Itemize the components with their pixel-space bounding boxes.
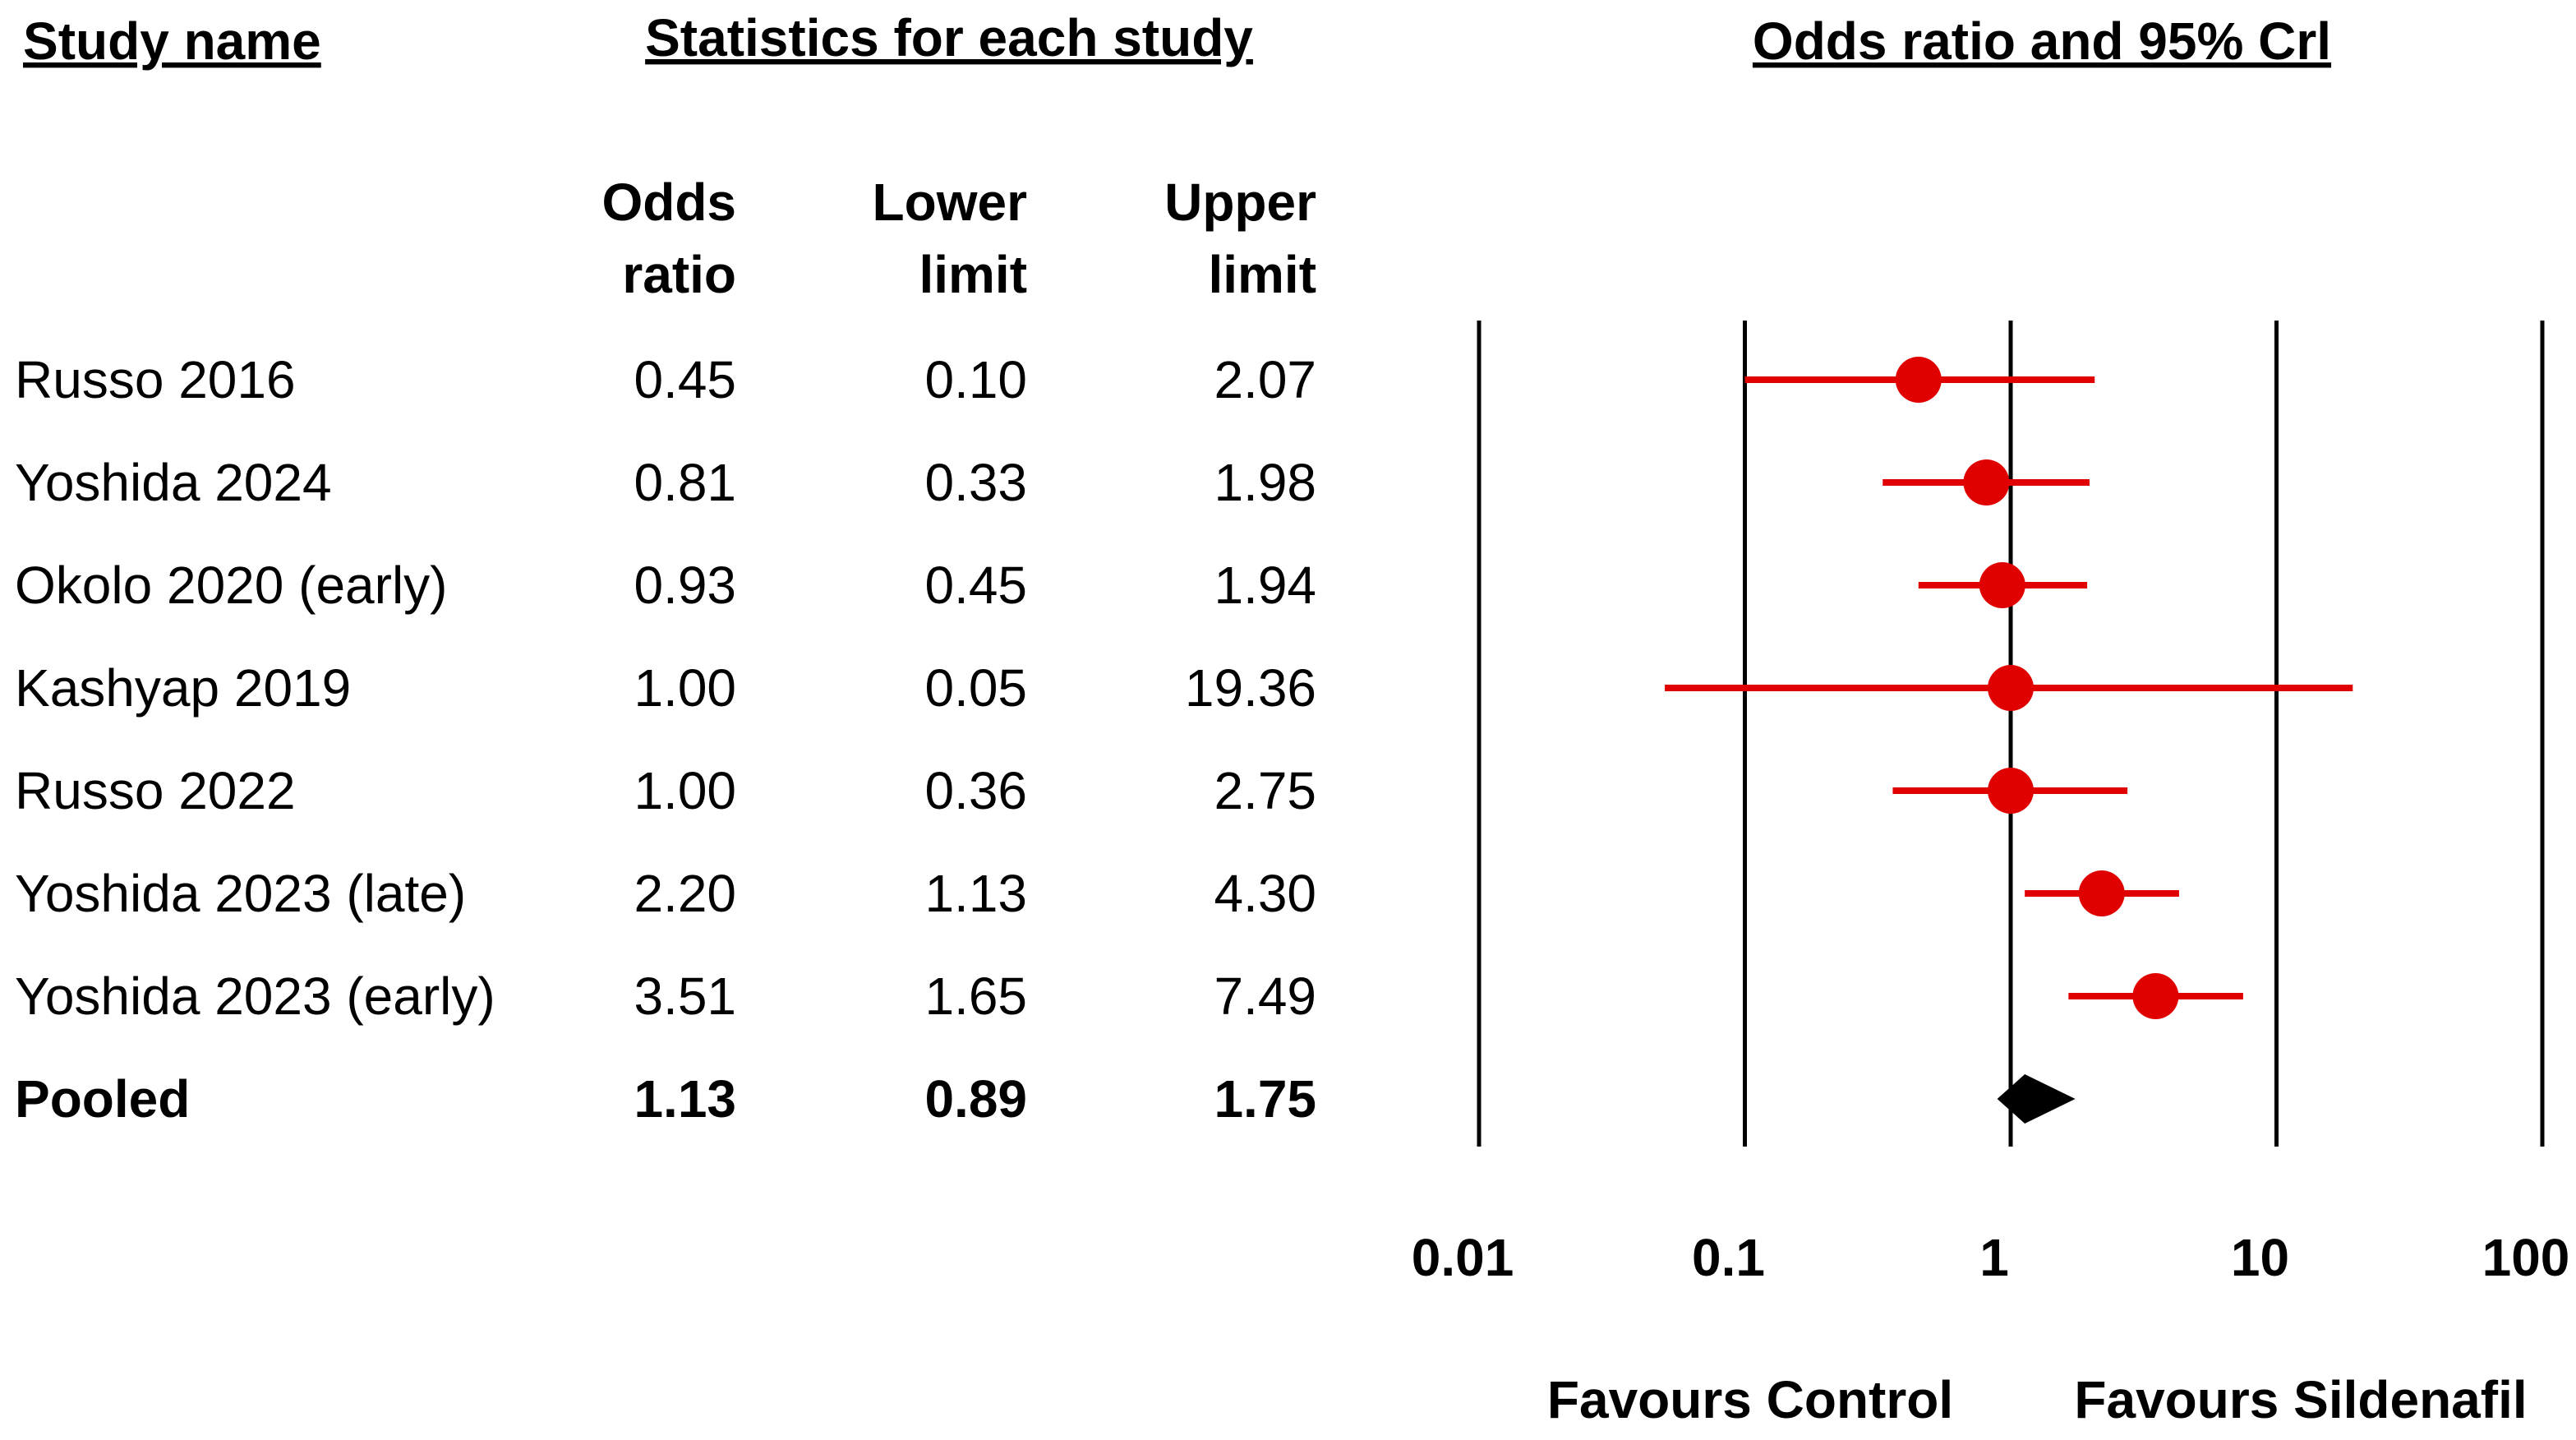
right-label: Favours Sildenafil — [2074, 1370, 2527, 1429]
lower-limit: 1.65 — [924, 967, 1027, 1026]
upper-limit: 1.75 — [1214, 1069, 1316, 1128]
study-name: Pooled — [15, 1069, 190, 1128]
point-estimate — [1979, 562, 2025, 608]
odds-ratio: 0.93 — [634, 556, 736, 615]
upper-limit: 19.36 — [1185, 658, 1316, 718]
odds-ratio: 1.00 — [634, 658, 736, 718]
odds-ratio: 3.51 — [634, 967, 736, 1026]
column-header: Upper — [1164, 173, 1316, 232]
x-tick-label: 0.01 — [1412, 1228, 1514, 1287]
lower-limit: 0.45 — [924, 556, 1027, 615]
lower-limit: 0.36 — [924, 761, 1027, 820]
study-name: Yoshida 2023 (early) — [15, 967, 495, 1026]
study-name: Yoshida 2023 (late) — [15, 864, 466, 923]
lower-limit: 0.33 — [924, 453, 1027, 512]
x-tick-label: 10 — [2231, 1228, 2289, 1287]
lower-limit: 0.89 — [924, 1069, 1027, 1128]
column-header: limit — [919, 245, 1027, 304]
odds-ratio: 1.00 — [634, 761, 736, 820]
stats-header: Statistics for each study — [645, 8, 1253, 67]
lower-limit: 0.05 — [924, 658, 1027, 718]
lower-limit: 0.10 — [924, 350, 1027, 409]
study-name: Yoshida 2024 — [15, 453, 332, 512]
study-name: Kashyap 2019 — [15, 658, 351, 718]
upper-limit: 7.49 — [1214, 967, 1316, 1026]
study-name: Russo 2022 — [15, 761, 296, 820]
upper-limit: 1.98 — [1214, 453, 1316, 512]
point-estimate — [2132, 973, 2179, 1019]
point-estimate — [1988, 768, 2034, 814]
x-tick-label: 100 — [2482, 1228, 2570, 1287]
point-estimate — [1988, 665, 2034, 711]
point-estimate — [2078, 870, 2125, 916]
point-estimate — [1963, 459, 2010, 505]
odds-ratio: 0.81 — [634, 453, 736, 512]
study-header: Study name — [23, 12, 321, 71]
pooled-diamond — [1997, 1074, 2076, 1124]
upper-limit: 1.94 — [1214, 556, 1316, 615]
chart-title: Odds ratio and 95% Crl — [1753, 12, 2331, 71]
x-tick-label: 1 — [1979, 1228, 2009, 1287]
upper-limit: 2.75 — [1214, 761, 1316, 820]
odds-ratio: 0.45 — [634, 350, 736, 409]
point-estimate — [1895, 357, 1942, 403]
left-label: Favours Control — [1547, 1370, 1953, 1429]
odds-ratio: 1.13 — [634, 1069, 736, 1128]
column-header: Lower — [873, 173, 1027, 232]
lower-limit: 1.13 — [924, 864, 1027, 923]
column-header: limit — [1208, 245, 1316, 304]
study-name: Russo 2016 — [15, 350, 296, 409]
study-name: Okolo 2020 (early) — [15, 556, 447, 615]
x-tick-label: 0.1 — [1692, 1228, 1765, 1287]
column-header: ratio — [622, 245, 736, 304]
column-header: Odds — [601, 173, 736, 232]
odds-ratio: 2.20 — [634, 864, 736, 923]
upper-limit: 4.30 — [1214, 864, 1316, 923]
upper-limit: 2.07 — [1214, 350, 1316, 409]
